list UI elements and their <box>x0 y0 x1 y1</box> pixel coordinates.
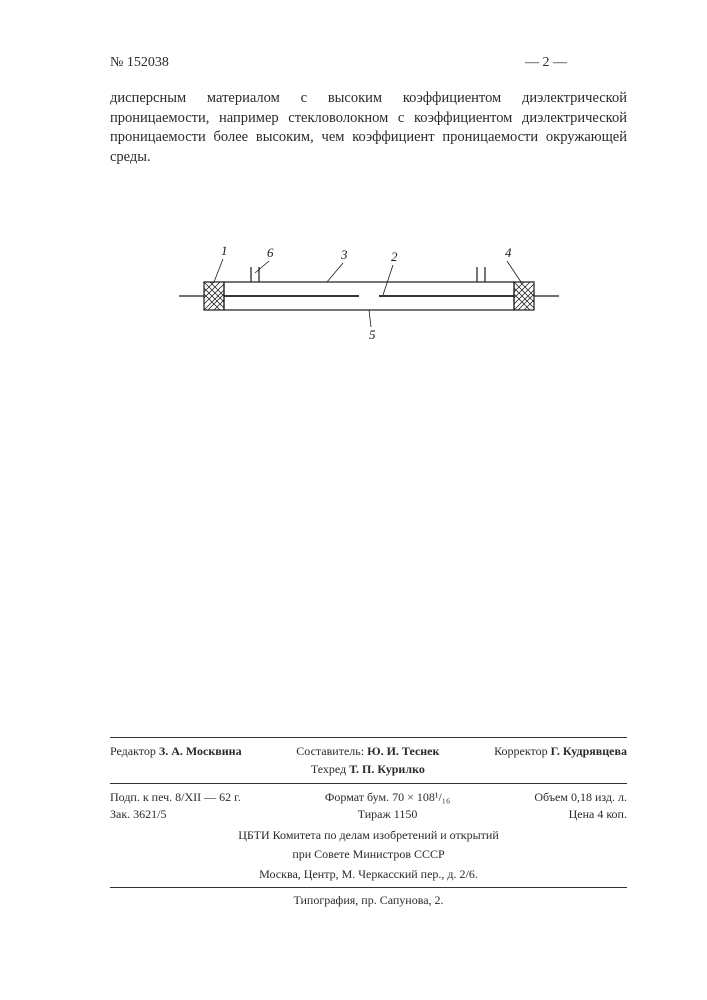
compiler-techred: Составитель: Ю. И. Теснек Техред Т. П. К… <box>296 743 439 778</box>
diagram-svg: 1 6 3 2 4 5 <box>169 227 569 357</box>
divider-bottom <box>110 887 627 888</box>
label-5: 5 <box>369 327 376 342</box>
leader-5 <box>369 310 371 327</box>
label-4: 4 <box>505 245 512 260</box>
leader-4 <box>507 261 521 282</box>
printer-address: Типография, пр. Сапунова, 2. <box>110 892 627 909</box>
label-3: 3 <box>340 247 348 262</box>
leader-2 <box>383 265 393 295</box>
print-right-col: Объем 0,18 изд. л. Цена 4 коп. <box>534 789 627 824</box>
volume: Объем 0,18 изд. л. <box>534 789 627 806</box>
price: Цена 4 коп. <box>534 806 627 823</box>
organization-1: ЦБТИ Комитета по делам изобретений и отк… <box>110 826 627 845</box>
print-sent: Подп. к печ. 8/XII — 62 г. <box>110 789 241 806</box>
right-port <box>477 267 485 282</box>
left-cap <box>204 282 224 310</box>
technical-diagram: 1 6 3 2 4 5 <box>169 227 569 357</box>
divider-mid <box>110 783 627 784</box>
org-address: Москва, Центр, М. Черкасский пер., д. 2/… <box>110 865 627 884</box>
order-number: Зак. 3621/5 <box>110 806 241 823</box>
leader-3 <box>327 263 343 282</box>
paper-format: Формат бум. 70 × 108¹/₁₆ <box>325 789 450 806</box>
label-1: 1 <box>221 243 228 258</box>
page-number: — 2 — <box>525 55 567 71</box>
divider-top <box>110 737 627 738</box>
colophon: Редактор З. А. Москвина Составитель: Ю. … <box>110 737 627 909</box>
doc-number: № 152038 <box>110 55 169 71</box>
techred: Техред Т. П. Курилко <box>296 761 439 778</box>
page-header: № 152038 — 2 — <box>110 55 627 71</box>
print-left-col: Подп. к печ. 8/XII — 62 г. Зак. 3621/5 <box>110 789 241 824</box>
right-cap <box>514 282 534 310</box>
leader-1 <box>214 259 223 282</box>
tirage: Тираж 1150 <box>325 806 450 823</box>
page-container: № 152038 — 2 — дисперсным материалом с в… <box>0 0 707 1000</box>
editor: Редактор З. А. Москвина <box>110 743 242 778</box>
organization-2: при Совете Министров СССР <box>110 845 627 864</box>
credits-row-1: Редактор З. А. Москвина Составитель: Ю. … <box>110 741 627 780</box>
compiler: Составитель: Ю. И. Теснек <box>296 743 439 760</box>
print-row: Подп. к печ. 8/XII — 62 г. Зак. 3621/5 Ф… <box>110 787 627 826</box>
leader-6 <box>255 261 269 273</box>
print-mid-col: Формат бум. 70 × 108¹/₁₆ Тираж 1150 <box>325 789 450 824</box>
label-6: 6 <box>267 245 274 260</box>
left-port <box>251 267 259 282</box>
body-text: дисперсным материалом с высоким коэффици… <box>110 89 627 167</box>
label-2: 2 <box>391 249 398 264</box>
corrector: Корректор Г. Кудрявцева <box>494 743 627 778</box>
